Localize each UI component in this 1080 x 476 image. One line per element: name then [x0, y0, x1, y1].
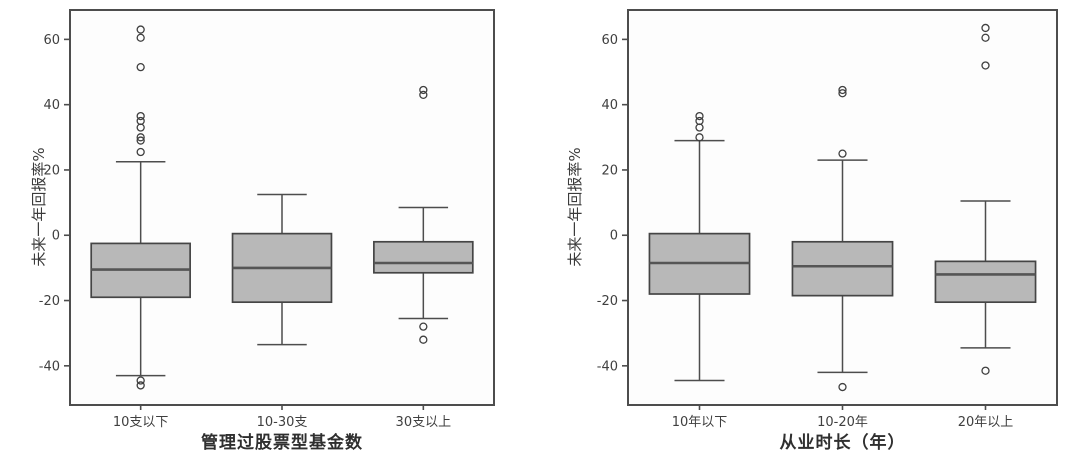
x-category-label: 10年以下 [672, 415, 728, 430]
y-tick-label: -20 [597, 294, 618, 309]
left-x-axis-label: 管理过股票型基金数 [201, 433, 363, 453]
outlier-point [136, 62, 145, 72]
outlier-point [136, 136, 145, 145]
outlier-point [419, 90, 428, 100]
outlier-point [695, 111, 704, 121]
outlier-point [136, 111, 145, 121]
outlier-point [981, 61, 990, 70]
right-x-axis-label: 从业时长（年） [779, 433, 906, 453]
outlier-point [838, 85, 847, 95]
right-chart-svg: 60 40 20 0 -20 -40 10年以下 10-20年 20年以上 [597, 9, 1058, 430]
outlier-point [136, 133, 145, 142]
y-tick-label: 40 [43, 98, 60, 113]
left-y-axis-label: 未来一年回报率% [30, 147, 48, 267]
outlier-point [136, 381, 145, 390]
y-tick-label: 20 [43, 163, 60, 178]
outlier-point [136, 123, 145, 132]
outlier-point [419, 335, 428, 344]
right-y-axis-label: 未来一年回报率% [566, 147, 584, 267]
outlier-point [419, 322, 428, 331]
y-tick-label: 40 [601, 98, 618, 113]
outlier-point [981, 23, 990, 33]
left-chart-svg: 60 40 20 0 -20 -40 10支以下 10-30支 30支以上 [39, 9, 495, 430]
y-tick-label: 20 [601, 163, 618, 178]
iqr-box [791, 240, 894, 297]
x-category-label: 10支以下 [113, 415, 169, 430]
x-category-label: 10-20年 [817, 415, 868, 430]
outlier-point [838, 382, 847, 392]
x-category-label: 10-30支 [257, 415, 308, 430]
outlier-point [419, 85, 428, 95]
outlier-point [695, 133, 704, 142]
outlier-point [695, 123, 704, 132]
iqr-box [373, 240, 474, 274]
outlier-point [838, 149, 847, 158]
outlier-point [981, 366, 990, 375]
y-tick-label: 0 [610, 229, 618, 244]
iqr-box [934, 260, 1037, 304]
y-tick-label: 60 [43, 33, 60, 48]
outlier-point [981, 33, 990, 42]
outlier-point [136, 376, 145, 385]
outlier-point [136, 147, 145, 157]
y-tick-label: -20 [39, 294, 60, 309]
x-category-label: 20年以上 [958, 415, 1014, 430]
outlier-point [136, 25, 145, 34]
x-category-label: 30支以上 [396, 415, 452, 430]
y-tick-label: -40 [39, 359, 60, 374]
outlier-point [838, 89, 847, 98]
y-tick-label: -40 [597, 359, 618, 374]
outlier-point [136, 33, 145, 42]
y-tick-label: 60 [601, 33, 618, 48]
y-tick-label: 0 [52, 229, 60, 244]
